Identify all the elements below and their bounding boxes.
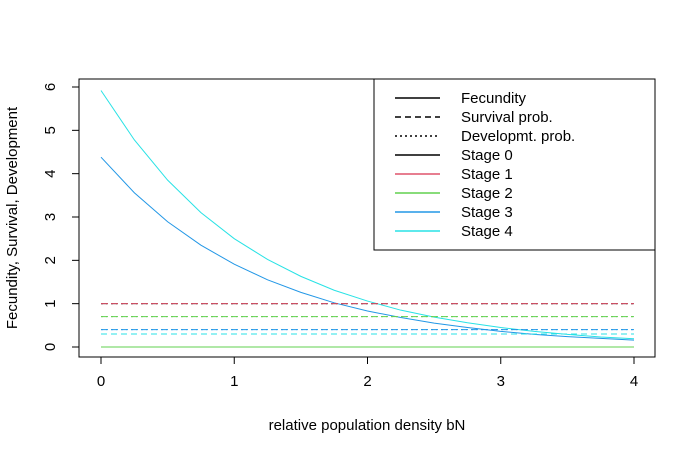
y-tick-label-5: 5 xyxy=(42,126,59,134)
x-tick-label-3: 3 xyxy=(497,373,505,390)
x-tick-label-2: 2 xyxy=(363,373,371,390)
legend: Fecundity Survival prob. Developmt. prob. S… xyxy=(373,78,656,251)
y-tick-label-2: 2 xyxy=(42,256,59,264)
legend-box xyxy=(373,78,656,251)
legend-label-2: Developmt. prob. xyxy=(461,128,575,145)
y-tick-label-1: 1 xyxy=(42,299,59,307)
x-tick-label-1: 1 xyxy=(230,373,238,390)
legend-label-3: Stage 0 xyxy=(461,147,513,164)
x-axis-label: relative population density bN xyxy=(269,417,466,434)
legend-label-6: Stage 3 xyxy=(461,204,513,221)
series-layer xyxy=(100,90,635,348)
x-axis: 0 1 2 3 4 xyxy=(97,356,638,390)
x-tick-label-4: 4 xyxy=(630,373,638,390)
x-tick-label-0: 0 xyxy=(97,373,105,390)
series-line-3 xyxy=(100,156,635,341)
y-tick-label-6: 6 xyxy=(42,83,59,91)
y-axis-label: Fecundity, Survival, Development xyxy=(4,106,21,329)
y-axis: 0 1 2 3 4 5 6 xyxy=(42,83,80,351)
legend-label-1: Survival prob. xyxy=(461,109,553,126)
y-tick-label-4: 4 xyxy=(42,169,59,177)
y-tick-label-0: 0 xyxy=(42,343,59,351)
legend-label-5: Stage 2 xyxy=(461,185,513,202)
series-line-4 xyxy=(100,90,635,340)
legend-label-4: Stage 1 xyxy=(461,166,513,183)
legend-label-0: Fecundity xyxy=(461,90,527,107)
y-tick-label-3: 3 xyxy=(42,213,59,221)
legend-label-7: Stage 4 xyxy=(461,223,513,240)
